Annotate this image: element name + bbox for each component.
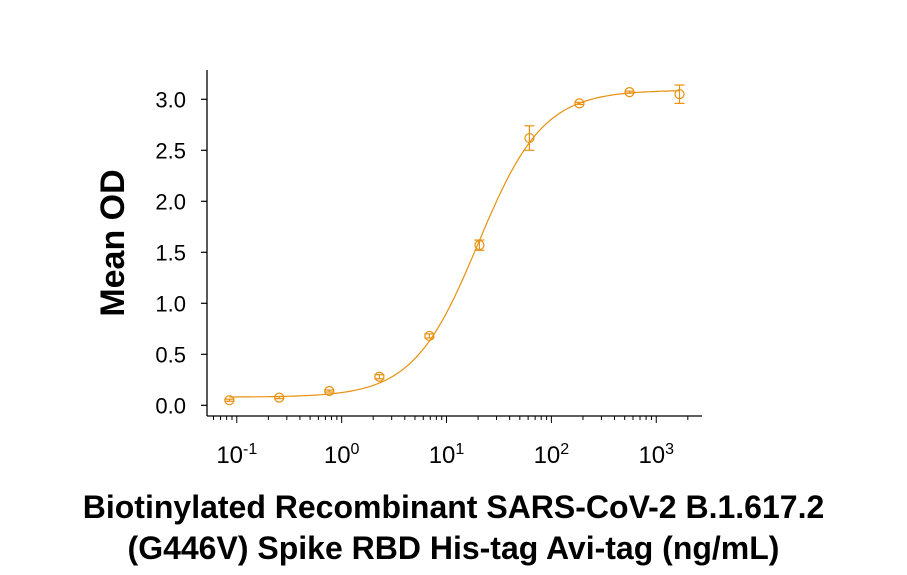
y-ticks: 0.0 0.5 1.0 1.5 2.0 2.5 3.0 (155, 87, 207, 418)
y-tick-label: 3.0 (155, 87, 186, 112)
x-tick-label: 101 (429, 441, 465, 469)
x-tick-label: 103 (638, 441, 674, 469)
data-point (274, 392, 285, 403)
data-points (224, 84, 685, 406)
x-tick-label: 100 (324, 441, 360, 469)
y-tick-label: 0.5 (155, 342, 186, 367)
data-point (224, 395, 235, 406)
data-point (524, 132, 535, 144)
x-axis-label-line-2: (G446V) Spike RBD His-tag Avi-tag (ng/mL… (127, 530, 780, 566)
data-point (674, 89, 685, 100)
y-axis-label: Mean OD (94, 169, 132, 316)
data-point (374, 371, 385, 382)
fit-curve (229, 90, 680, 398)
data-point (624, 87, 635, 98)
data-point (574, 98, 585, 109)
chart: 0.0 0.5 1.0 1.5 2.0 2.5 3.0 10-1 100 101 102 103 M… (94, 70, 702, 469)
data-point (324, 385, 335, 397)
x-axis-label-line-1: Biotinylated Recombinant SARS-CoV-2 B.1.… (82, 489, 825, 525)
y-tick-label: 0.0 (155, 393, 186, 418)
x-tick-label: 102 (534, 441, 570, 469)
y-tick-label: 2.5 (155, 138, 186, 163)
data-point (424, 330, 435, 342)
x-ticks: 10-1 100 101 102 103 (213, 416, 689, 469)
data-point (474, 240, 485, 251)
y-tick-label: 2.0 (155, 189, 186, 214)
y-tick-label: 1.5 (155, 240, 186, 265)
y-tick-label: 1.0 (155, 291, 186, 316)
x-tick-label: 10-1 (216, 441, 257, 469)
